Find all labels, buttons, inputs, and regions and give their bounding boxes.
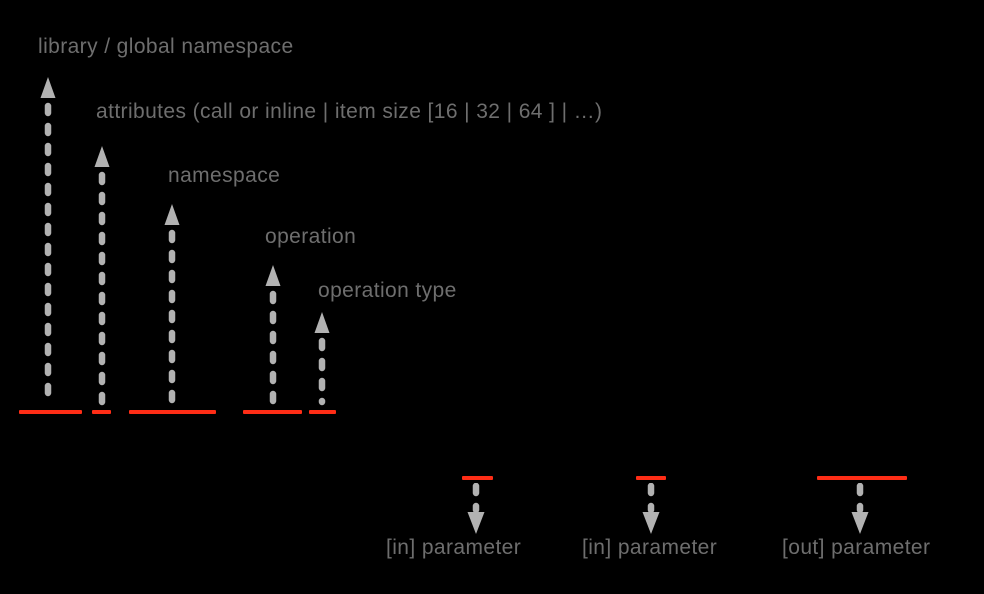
up-arrow-icon [40, 77, 56, 406]
up-arrow-icon [314, 312, 330, 406]
label-operation-type: operation type [318, 279, 457, 302]
red-underline-library [19, 410, 82, 414]
down-arrow-icon [851, 483, 869, 534]
label-in-parameter-1: [in] parameter [386, 536, 522, 559]
up-arrow-icon [164, 204, 180, 406]
red-underline-namespace [129, 410, 216, 414]
red-underline-operation-type [309, 410, 336, 414]
label-in-parameter-2: [in] parameter [582, 536, 718, 559]
label-out-parameter: [out] parameter [782, 536, 931, 559]
red-underline-operation [243, 410, 302, 414]
up-arrow-icon [94, 146, 110, 406]
red-overline-out-parameter [817, 476, 907, 480]
red-underline-attributes [92, 410, 111, 414]
label-attributes: attributes (call or inline | item size [… [96, 100, 603, 123]
red-overline-in-parameter-1 [462, 476, 493, 480]
red-overline-in-parameter-2 [636, 476, 666, 480]
up-arrow-icon [265, 265, 281, 406]
down-arrow-icon [642, 483, 660, 534]
label-operation: operation [265, 225, 357, 248]
label-library-global-namespace: library / global namespace [38, 35, 294, 58]
down-arrow-icon [467, 483, 485, 534]
label-namespace: namespace [168, 164, 281, 187]
